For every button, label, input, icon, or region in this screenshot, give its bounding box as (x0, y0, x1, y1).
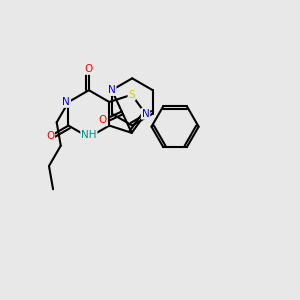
Text: N: N (108, 85, 116, 95)
Text: NH: NH (81, 130, 97, 140)
Text: N: N (142, 109, 149, 119)
Text: O: O (46, 131, 54, 141)
Text: O: O (99, 115, 107, 125)
Text: S: S (128, 90, 135, 100)
Text: O: O (85, 64, 93, 74)
Text: N: N (62, 97, 70, 107)
